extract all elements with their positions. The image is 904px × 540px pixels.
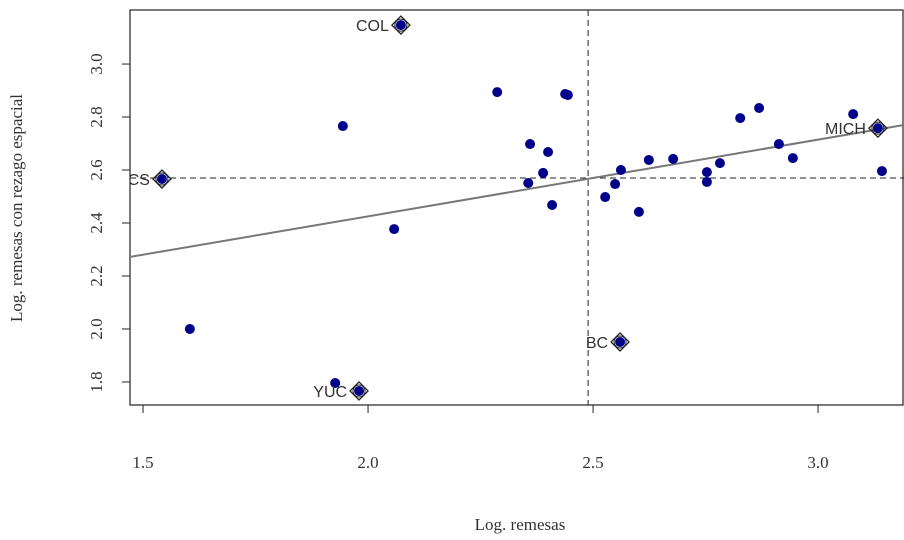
influence-ring xyxy=(394,18,408,32)
point xyxy=(615,165,626,176)
point xyxy=(389,224,400,235)
y-tick-label: 3.0 xyxy=(87,53,106,74)
influence-marker xyxy=(152,169,172,189)
point xyxy=(492,87,503,98)
point-label: BCS xyxy=(117,172,150,189)
influence-marker xyxy=(610,332,630,352)
point xyxy=(754,103,765,114)
point xyxy=(600,192,611,203)
point xyxy=(156,174,167,185)
y-tick-label: 2.0 xyxy=(87,318,106,339)
point xyxy=(701,167,712,178)
point xyxy=(538,167,549,178)
point xyxy=(547,199,558,210)
point-label: MICH xyxy=(825,121,866,138)
point xyxy=(633,206,644,217)
point xyxy=(615,336,626,347)
point xyxy=(337,121,348,132)
x-tick-label: 2.5 xyxy=(582,453,603,472)
point xyxy=(184,323,195,334)
y-tick-label: 2.4 xyxy=(87,212,106,234)
plot-frame xyxy=(129,9,904,406)
point xyxy=(525,139,536,150)
point xyxy=(543,146,554,157)
point xyxy=(848,109,859,120)
y-tick-label: 1.8 xyxy=(87,371,106,392)
point xyxy=(714,158,725,169)
point xyxy=(643,154,654,165)
x-axis-title: Log. remesas xyxy=(475,515,566,534)
influence-ring xyxy=(871,121,885,135)
point xyxy=(668,153,679,164)
point xyxy=(562,90,573,101)
influence-ring xyxy=(352,384,366,398)
point xyxy=(872,123,883,134)
plot-area: YUC COL MICH BC BCS xyxy=(117,10,904,405)
point xyxy=(735,113,746,124)
point xyxy=(876,166,887,177)
point xyxy=(330,378,341,389)
x-tick-label: 2.0 xyxy=(357,453,378,472)
point-label: COL xyxy=(356,18,389,35)
x-tick-label: 3.0 xyxy=(807,453,828,472)
influence-marker xyxy=(349,381,369,401)
point xyxy=(773,139,784,150)
point xyxy=(354,385,365,396)
y-tick-label: 2.8 xyxy=(87,106,106,127)
influence-marker xyxy=(390,15,411,36)
influence-marker xyxy=(867,118,888,139)
point xyxy=(395,20,406,31)
point xyxy=(787,153,798,164)
fit-line xyxy=(130,123,904,258)
y-tick-label: 2.2 xyxy=(87,265,106,286)
point-label: BC xyxy=(586,335,608,352)
y-tick-label: 2.6 xyxy=(87,159,106,180)
y-axis-title: Log. remesas con rezago espacial xyxy=(7,94,26,322)
point xyxy=(523,177,534,188)
x-tick-label: 1.5 xyxy=(132,453,153,472)
point-label: YUC xyxy=(313,384,347,401)
influence-ring xyxy=(155,172,169,186)
influence-ring xyxy=(613,335,627,349)
point xyxy=(610,179,621,190)
point xyxy=(701,176,712,187)
